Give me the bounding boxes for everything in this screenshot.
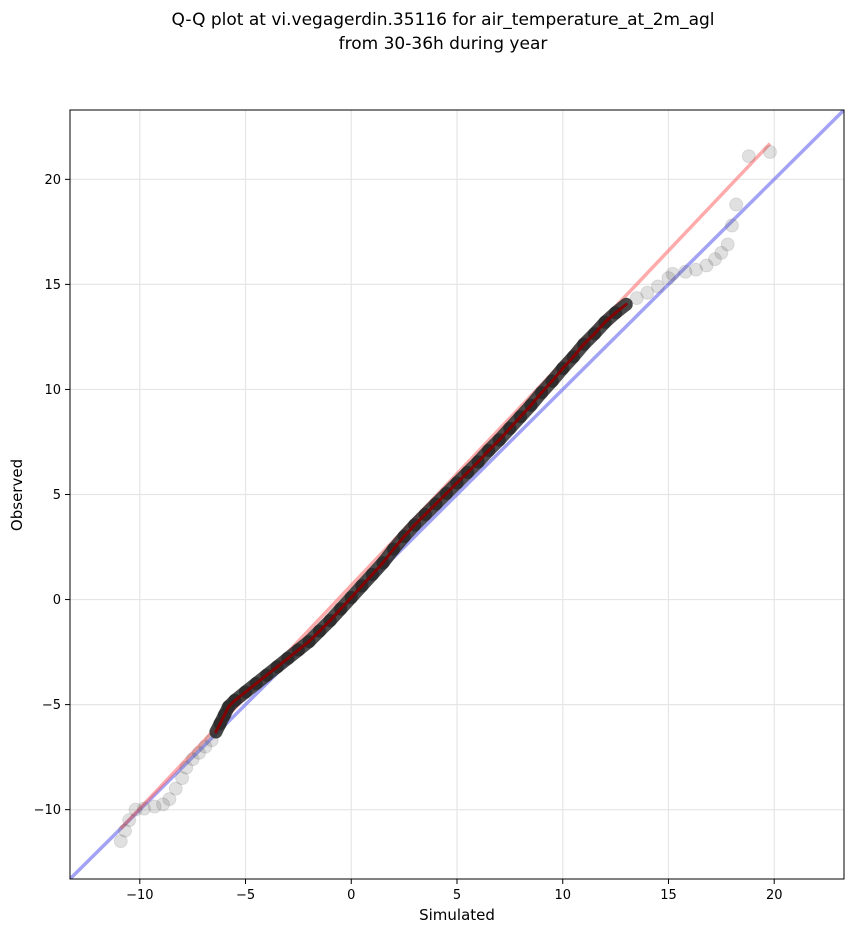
x-tick-label: 0 <box>347 888 355 903</box>
identity-line <box>70 110 844 879</box>
quantile-core-trace <box>233 690 248 702</box>
quantile-core-trace <box>434 491 448 506</box>
quantile-core-trace <box>518 403 533 419</box>
y-tick-label: 0 <box>53 593 61 608</box>
quantile-core-trace <box>561 355 575 370</box>
quantile-core-trace <box>214 722 222 734</box>
quantile-point <box>198 739 213 754</box>
quantile-point <box>179 760 194 775</box>
quantile-core-trace <box>296 640 311 652</box>
quantile-core-trace <box>423 502 438 516</box>
quantile-core-trace <box>381 547 396 565</box>
x-tick-label: 5 <box>453 888 461 903</box>
quantile-core-trace <box>402 523 417 539</box>
quantile-point <box>762 145 777 160</box>
quantile-core-trace <box>370 561 385 576</box>
y-axis-label: Observed <box>8 459 26 531</box>
quantile-point <box>192 745 206 760</box>
x-axis-label: Simulated <box>419 906 495 924</box>
x-tick-label: 15 <box>660 888 677 903</box>
quantile-point <box>640 285 655 300</box>
quantile-point <box>724 218 739 233</box>
quantile-core-trace <box>307 629 322 644</box>
quantile-point <box>661 271 676 286</box>
quantile-point <box>650 279 665 294</box>
quantile-core-trace <box>582 332 596 346</box>
quantile-core-trace <box>218 713 226 726</box>
quantile-point <box>156 797 171 812</box>
quantile-point <box>714 245 729 260</box>
quantile-points <box>113 145 777 849</box>
quantile-core-trace <box>603 311 618 324</box>
quantile-point <box>720 237 735 252</box>
quantile-core-trace <box>392 535 406 551</box>
x-tick-label: −5 <box>236 888 255 903</box>
quantile-point <box>699 258 714 273</box>
quantile-core-trace <box>328 607 343 623</box>
quantile-core-trace <box>339 595 353 611</box>
quantile-core-trace <box>508 415 522 430</box>
quantile-core-trace <box>466 460 480 474</box>
quantile-point <box>128 802 143 817</box>
quantile-point <box>162 792 177 807</box>
grid-lines <box>70 110 844 879</box>
y-tick-label: 15 <box>44 278 61 293</box>
y-tick-label: −10 <box>34 803 61 818</box>
quantile-core-trace <box>286 648 300 660</box>
x-tick-label: 20 <box>766 888 783 903</box>
quantile-point <box>729 197 744 212</box>
quantile-core-trace <box>413 512 427 527</box>
quantile-core-trace <box>497 426 512 442</box>
quantile-core-trace <box>318 619 332 633</box>
quantile-point <box>629 291 644 306</box>
quantile-point <box>168 781 183 796</box>
quantile-point <box>117 823 132 838</box>
quantile-core-trace <box>275 656 290 669</box>
quantile-core-trace <box>476 448 491 464</box>
quantile-core-trace <box>592 320 607 336</box>
quantile-core-trace <box>455 470 470 485</box>
quantile-core-trace <box>614 302 628 315</box>
y-tick-label: 20 <box>44 173 61 188</box>
x-tick-label: 10 <box>554 888 571 903</box>
quantile-point <box>665 266 680 281</box>
quantile-point <box>122 813 137 828</box>
y-tick-label: −5 <box>42 698 61 713</box>
quantile-core-trace <box>444 481 459 495</box>
quantile-point <box>137 801 152 816</box>
quantile-core-trace <box>222 705 231 717</box>
quantile-core-trace <box>265 665 279 677</box>
quantile-core-trace <box>349 584 364 599</box>
chart-title-line-2: from 30-36h during year <box>339 34 548 54</box>
quantile-point <box>741 149 756 164</box>
quantile-core-trace <box>244 682 258 694</box>
y-tick-label: 5 <box>53 488 61 503</box>
y-tick-label: 10 <box>44 383 61 398</box>
y-axis-ticks: −10 −5 0 5 10 15 20 <box>34 173 70 818</box>
quantile-point <box>113 834 128 849</box>
quantile-point <box>708 252 722 267</box>
quantile-core-trace <box>529 391 544 407</box>
quantile-core-trace <box>540 379 554 395</box>
x-tick-label: −10 <box>126 888 153 903</box>
quantile-core-trace <box>571 342 586 359</box>
quantile-point <box>688 262 703 277</box>
quantile-point <box>185 752 200 767</box>
quantile-core-trace <box>254 673 269 686</box>
quantile-core-trace <box>360 572 374 588</box>
quantile-point <box>175 771 190 786</box>
x-axis-ticks: −10 −5 0 5 10 15 20 <box>126 879 782 903</box>
quantile-point <box>147 799 162 814</box>
quantile-point <box>678 264 693 279</box>
quantile-core-trace <box>550 366 565 383</box>
chart-title-line-1: Q-Q plot at vi.vegagerdin.35116 for air_… <box>171 10 714 30</box>
quantile-core-trace <box>487 438 501 452</box>
